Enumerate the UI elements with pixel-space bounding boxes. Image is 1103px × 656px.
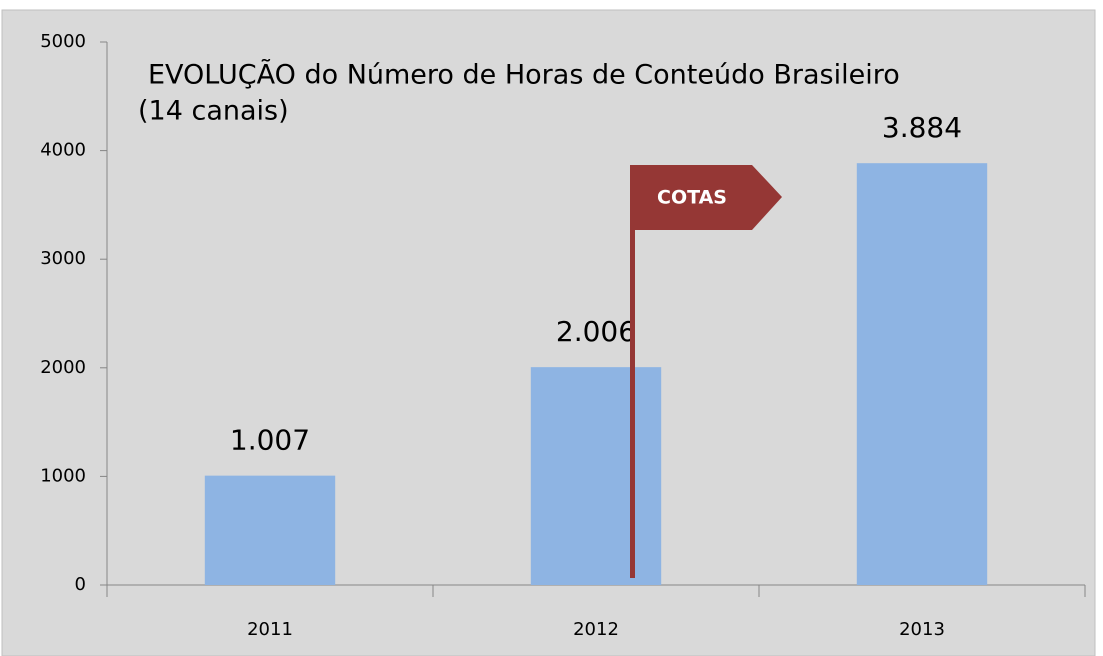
plot-area: 0 1000 2000 3000 4000 5000 2011 1.007 2012 2.006 2… xyxy=(40,31,1086,640)
bar xyxy=(530,367,662,585)
y-tick-label: 4000 xyxy=(40,140,86,161)
y-tick-label: 0 xyxy=(75,574,86,595)
data-label: 1.007 xyxy=(230,424,310,457)
bar xyxy=(204,475,336,585)
annotation: COTAS xyxy=(657,187,727,209)
y-tick-label: 5000 xyxy=(40,31,86,52)
y-tick-label: 2000 xyxy=(40,357,86,378)
y-tick-label: 3000 xyxy=(40,248,86,269)
y-tick-label: 1000 xyxy=(40,465,86,486)
x-tick-label: 2011 xyxy=(247,619,293,640)
flag-annotation: COTAS xyxy=(630,165,782,578)
bar xyxy=(856,163,988,585)
flag xyxy=(630,165,782,230)
x-tick-label: 2013 xyxy=(899,619,945,640)
chart-title: EVOLUÇÃO do Número de Horas de Conteúdo … xyxy=(148,59,900,91)
data-label: 3.884 xyxy=(882,111,962,144)
data-label: 2.006 xyxy=(556,315,636,348)
x-tick-label: 2012 xyxy=(573,619,619,640)
flag-pole xyxy=(630,165,635,578)
chart-subtitle: (14 canais) xyxy=(138,96,289,127)
